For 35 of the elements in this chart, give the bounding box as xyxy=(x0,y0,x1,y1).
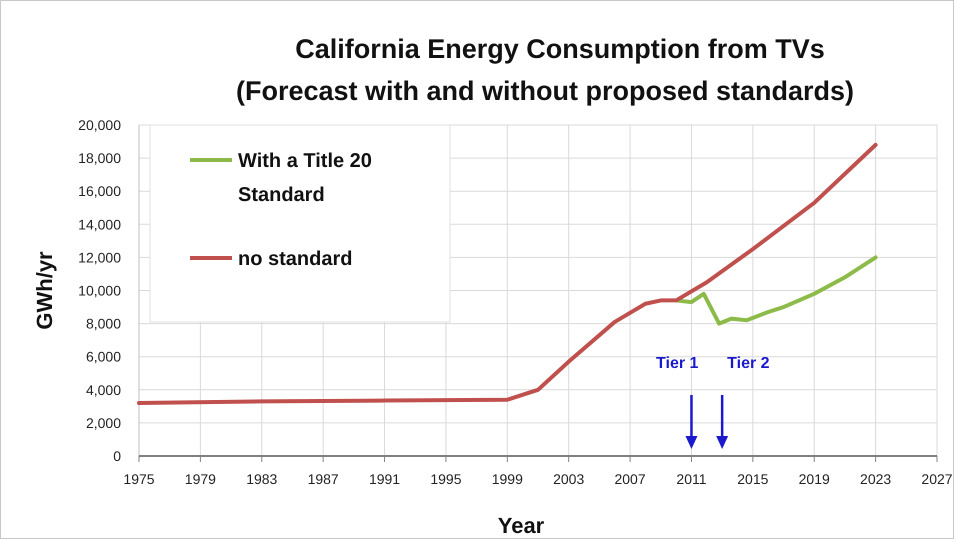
x-tick-label: 2019 xyxy=(798,471,830,487)
legend-label: no standard xyxy=(238,248,352,270)
x-tick-label: 2015 xyxy=(737,471,769,487)
y-tick-label: 18,000 xyxy=(78,150,122,166)
x-tick-label: 1991 xyxy=(368,471,400,487)
legend-label: With a Title 20 Standard xyxy=(238,150,372,206)
ref-line-label: Tier 1 xyxy=(656,355,699,372)
line-series xyxy=(674,255,878,326)
line-series xyxy=(137,142,878,406)
y-tick-label: 6,000 xyxy=(86,348,122,365)
x-tick-label: 1983 xyxy=(246,471,278,487)
chart-subtitle: (Forecast with and without proposed standards) xyxy=(236,76,854,106)
y-tick-label: 2,000 xyxy=(86,414,122,431)
x-tick-label: 1975 xyxy=(123,471,155,487)
x-tick-label: 2011 xyxy=(676,471,707,487)
x-tick-label: 1995 xyxy=(430,471,462,487)
x-tick-label: 2003 xyxy=(553,471,584,487)
y-tick-label: 8,000 xyxy=(86,316,122,332)
y-tick-label: 10,000 xyxy=(78,282,122,298)
x-tick-label: 1987 xyxy=(308,471,339,487)
y-tick-label: 20,000 xyxy=(78,117,122,133)
x-tick-label: 1999 xyxy=(492,471,524,487)
y-tick-label: 14,000 xyxy=(78,216,122,232)
x-tick-label: 2023 xyxy=(860,471,892,487)
y-tick-label: 16,000 xyxy=(78,183,122,200)
x-tick-label: 2027 xyxy=(921,471,953,487)
ref-line-label: Tier 2 xyxy=(727,355,770,372)
y-tick-label: 4,000 xyxy=(86,382,122,398)
y-tick-label: 0 xyxy=(113,448,122,464)
chart-title: California Energy Consumption from TVs xyxy=(295,34,825,64)
x-tick-label: 1979 xyxy=(184,471,216,487)
y-tick-label: 12,000 xyxy=(78,249,122,266)
y-axis-title: GWh/yr xyxy=(32,250,57,330)
x-tick-label: 2007 xyxy=(614,471,646,487)
x-axis-title: Year xyxy=(498,513,545,538)
